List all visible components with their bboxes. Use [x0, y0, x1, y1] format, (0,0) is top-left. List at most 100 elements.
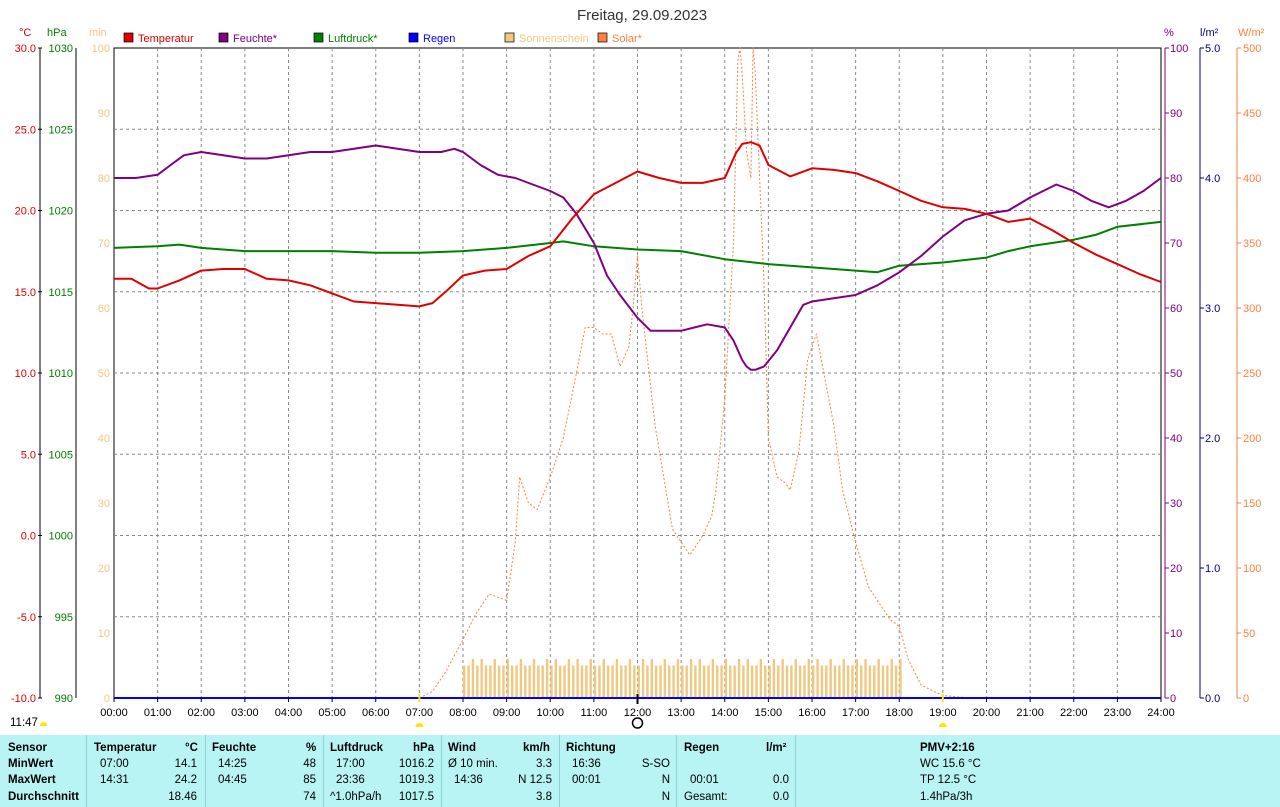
- solar-tick-label: 50: [1243, 628, 1255, 640]
- sunshine-bar: [593, 665, 597, 698]
- solar-tick-label: 0: [1243, 693, 1249, 705]
- sunshine-bar: [681, 665, 684, 698]
- sunshine-bar: [877, 659, 880, 698]
- dir-min: S-SO: [641, 758, 670, 770]
- sensor-header: Sensor: [8, 742, 47, 754]
- weather-chart: 00:00 01:00 02:00 03:00 04:00 05:00 06:00 07:00…: [11, 7, 1265, 729]
- x-tick-label: 06:00: [362, 707, 390, 719]
- sunshine-bar: [611, 665, 614, 698]
- sunshine-bar: [803, 665, 806, 698]
- temp-max: 24.2: [174, 774, 197, 786]
- sunshine-bar: [519, 659, 523, 698]
- legend-swatch: [597, 32, 608, 43]
- sunshine-bar: [846, 665, 850, 698]
- hum-tick-label: 20: [1170, 563, 1182, 575]
- sunshine-bar: [510, 665, 514, 698]
- x-tick-label: 14:00: [711, 707, 739, 719]
- press-min-time: 17:00: [336, 758, 365, 770]
- wind-avg-label: Ø 10 min.: [448, 758, 498, 770]
- x-tick-label: 00:00: [100, 707, 128, 719]
- sunshine-bar: [598, 665, 601, 698]
- sunshine-bar: [899, 659, 902, 698]
- sunshine-bar: [855, 659, 859, 698]
- solar-tick-label: 250: [1243, 368, 1261, 380]
- sun-tick-label: 0: [104, 693, 110, 705]
- x-tick-label: 22:00: [1060, 707, 1088, 719]
- dir-max: N: [661, 774, 670, 786]
- row-label-avg: Durchschnitt: [8, 791, 79, 803]
- sunshine-bar: [746, 659, 749, 698]
- rain-max-time: 00:01: [690, 774, 719, 786]
- sunshine-bar: [580, 665, 584, 698]
- sunshine-bar: [537, 665, 540, 698]
- sunshine-bar: [585, 665, 588, 698]
- row-label-max: MaxWert: [8, 774, 56, 786]
- sunshine-bar: [873, 665, 876, 698]
- sunshine-bar: [716, 665, 719, 698]
- humidity-header: Feuchte: [212, 742, 257, 754]
- hum-tick-label: 70: [1170, 238, 1182, 250]
- noon-marker-icon: [631, 717, 644, 729]
- temp-tick-label: 0.0: [21, 531, 36, 543]
- sunshine-bar: [851, 665, 854, 698]
- temp-tick-label: 20.0: [15, 206, 36, 218]
- wind-unit: km/h: [523, 742, 550, 754]
- legend-label: Temperatur: [138, 33, 194, 45]
- sunshine-bar: [467, 665, 470, 698]
- x-tick-label: 04:00: [275, 707, 303, 719]
- sunshine-bar: [755, 665, 758, 698]
- chart-grid: [113, 47, 1162, 699]
- sunshine-bar: [868, 665, 872, 698]
- sunshine-bar: [646, 665, 649, 698]
- temp-max-time: 14:31: [100, 774, 129, 786]
- press-max: 1019.3: [398, 774, 434, 786]
- solar-tick-label: 400: [1243, 173, 1261, 185]
- sunshine-bar: [463, 665, 466, 698]
- x-tick-label: 08:00: [449, 707, 477, 719]
- rain-tick-label: 4.0: [1205, 173, 1220, 185]
- hum-tick-label: 30: [1170, 498, 1182, 510]
- sunshine-bar: [668, 665, 671, 698]
- sunshine-bar: [528, 665, 531, 698]
- sunshine-bar: [720, 665, 723, 698]
- sunshine-bar: [641, 659, 645, 698]
- sunshine-bar: [829, 659, 832, 698]
- x-tick-label: 16:00: [798, 707, 826, 719]
- sunshine-bar: [554, 659, 558, 698]
- direction-header: Richtung: [566, 742, 616, 754]
- legend-label: Luftdruck*: [328, 33, 378, 45]
- sunshine-bar: [820, 665, 824, 698]
- legend-label: Feuchte*: [233, 33, 278, 45]
- pmv-trend: 1.4hPa/3h: [920, 791, 973, 803]
- rain-total: 0.0: [773, 791, 789, 803]
- pressure-tick-label: 1025: [49, 124, 73, 136]
- x-tick-label: 18:00: [885, 707, 913, 719]
- pressure-unit-label: hPa: [47, 27, 67, 39]
- current-time-sun-icon: [40, 722, 47, 726]
- x-tick-label: 03:00: [231, 707, 259, 719]
- sunshine-bar: [750, 665, 754, 698]
- solar-tick-label: 450: [1243, 108, 1261, 120]
- stats-col-wind: Wind km/h Ø 10 min. 3.3 14:36 N 12.5 3.8: [442, 735, 560, 807]
- sunshine-bar: [859, 665, 863, 698]
- rain-unit-label: l/m²: [1200, 27, 1219, 39]
- temperature-header: Temperatur: [94, 742, 157, 754]
- sunshine-bar: [650, 659, 653, 698]
- humidity-line: [114, 144, 1162, 371]
- sunshine-bar: [471, 659, 475, 698]
- temp-min: 14.1: [174, 758, 197, 770]
- pressure-tick-label: 995: [55, 612, 73, 624]
- stats-col-pressure: Luftdruck hPa 17:00 1016.2 23:36 1019.3 …: [324, 735, 442, 807]
- sunshine-bar: [576, 659, 579, 698]
- rain-max: 0.0: [773, 774, 789, 786]
- pressure-tick-label: 1030: [49, 43, 73, 55]
- sunshine-bar: [493, 659, 496, 698]
- sunshine-bar: [550, 665, 553, 698]
- temp-tick-label: 30.0: [15, 43, 36, 55]
- sunshine-bar: [764, 665, 767, 698]
- sunrise-marker-icon: [415, 723, 424, 727]
- solar-tick-label: 500: [1243, 43, 1261, 55]
- stats-panel: Sensor MinWert MaxWert Durchschnitt Temp…: [0, 735, 1280, 807]
- sunshine-bar: [729, 665, 732, 698]
- wind-avg: 3.8: [536, 791, 552, 803]
